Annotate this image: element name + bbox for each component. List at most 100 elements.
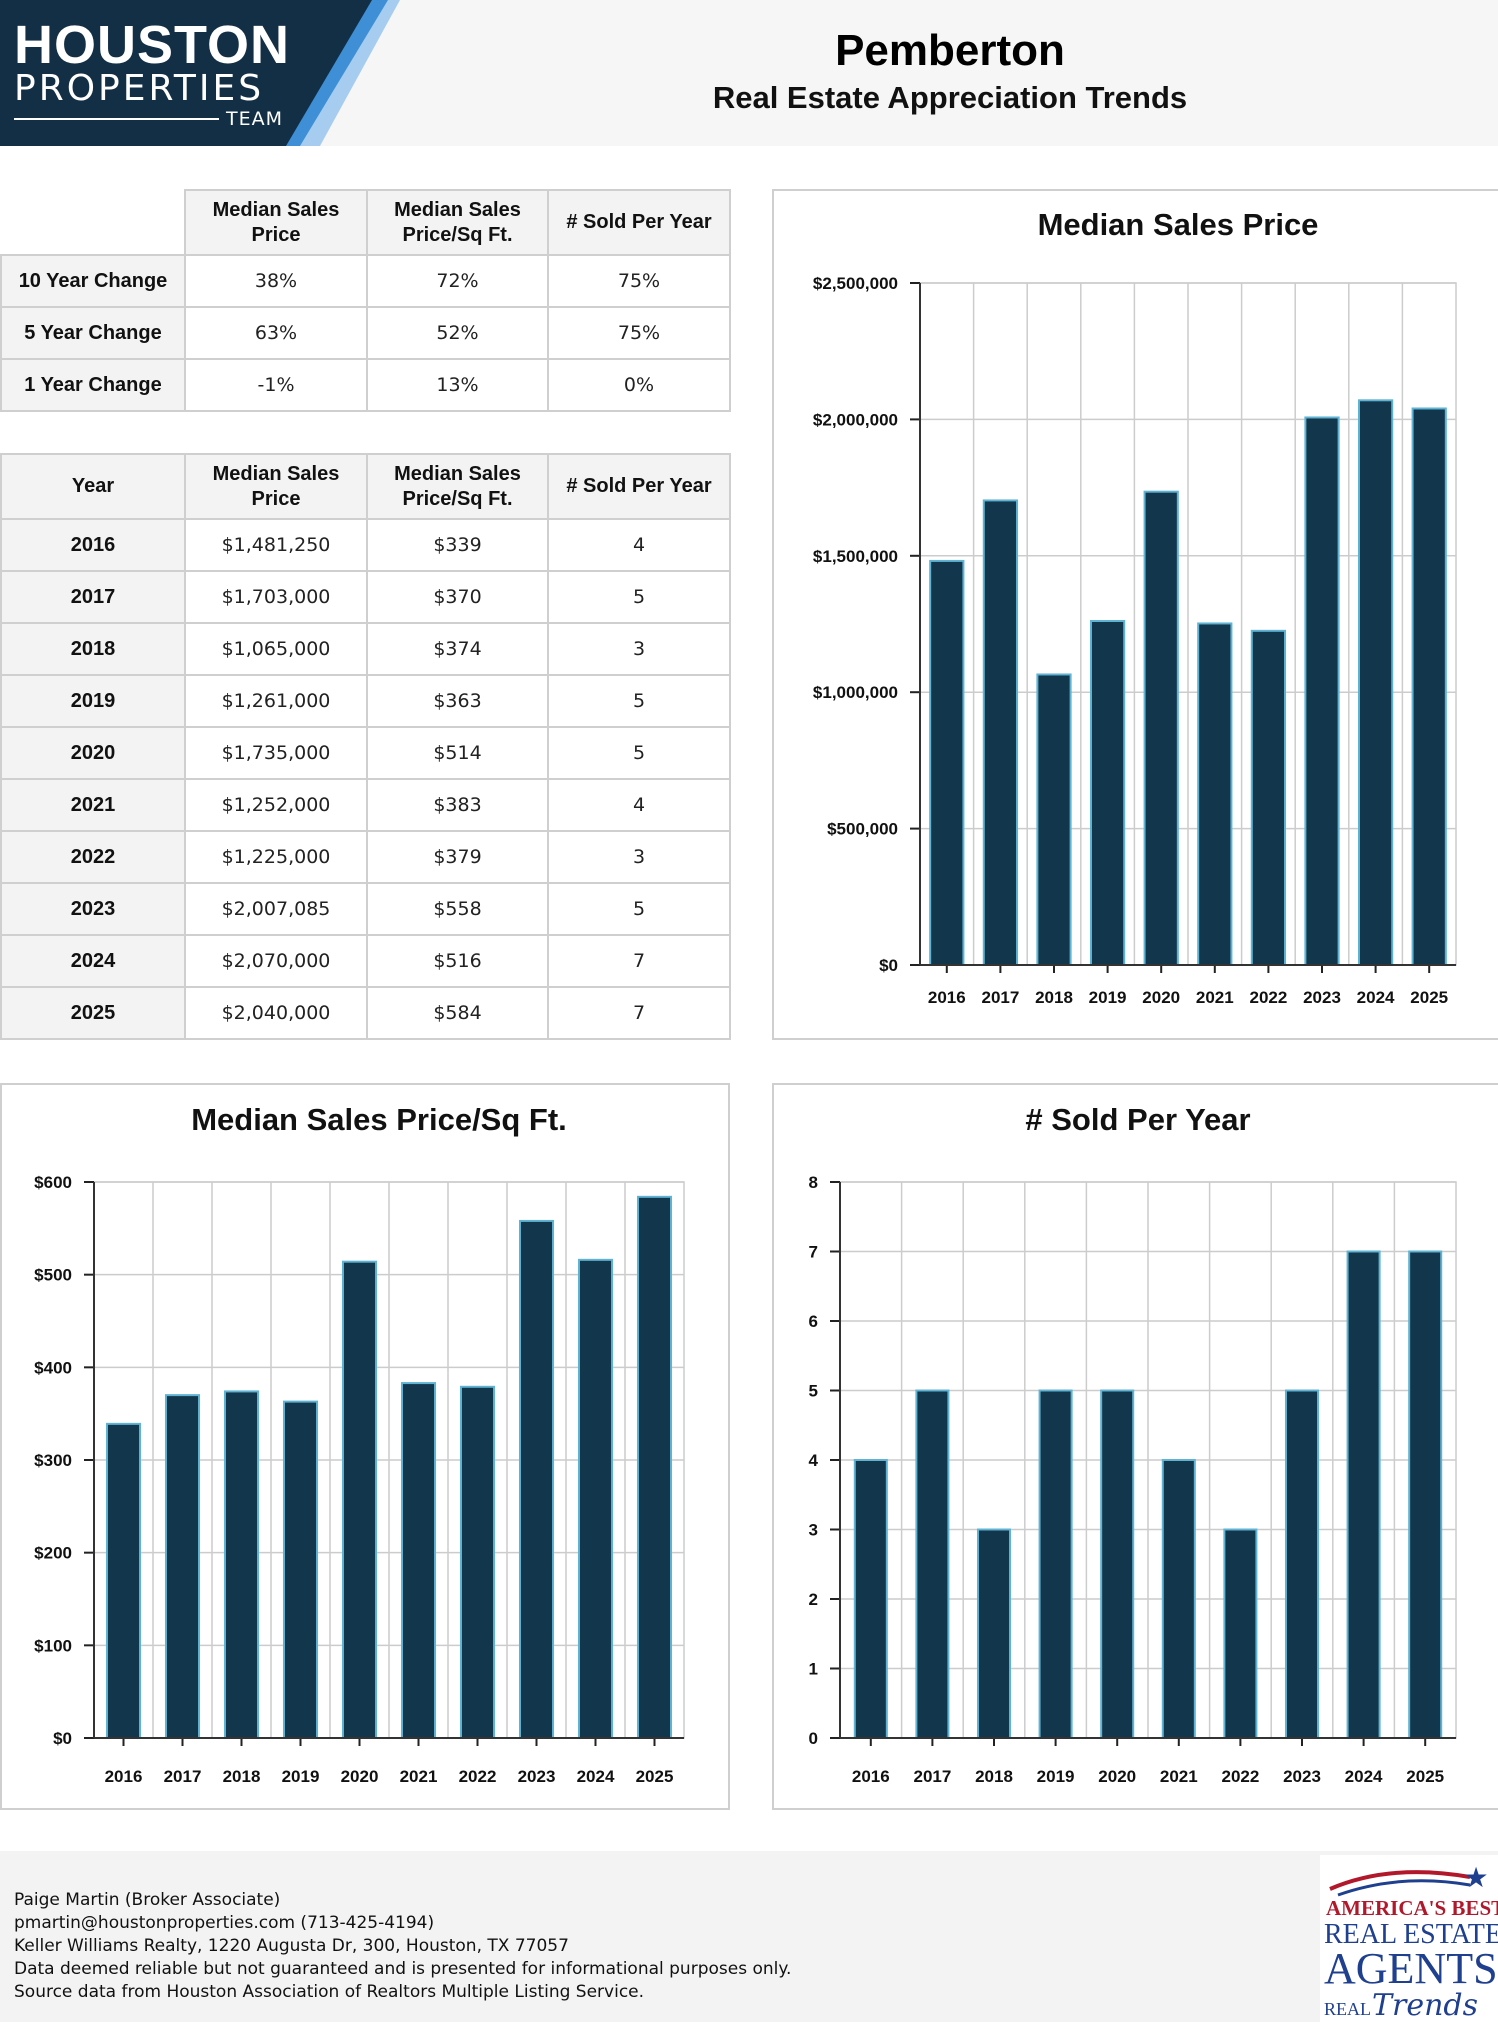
cell-year: 2017	[0, 570, 186, 624]
y-tick-label: $2,500,000	[813, 274, 898, 293]
header-median-price-sqft: Median Sales Price/Sq Ft.	[366, 189, 549, 256]
chart-title: # Sold Per Year	[1025, 1102, 1250, 1137]
bar-2017	[915, 1389, 950, 1739]
x-tick-label: 2019	[1089, 988, 1127, 1007]
cell-sold-per-year: 3	[547, 830, 731, 884]
cell-year: 2022	[0, 830, 186, 884]
x-tick-label: 2018	[223, 1767, 261, 1786]
cell-year: 2020	[0, 726, 186, 780]
year-table-body: 2016 $1,481,250 $339 4 2017 $1,703,000 $370 5 20…	[0, 518, 731, 1040]
cell-sold-per-year: 5	[547, 674, 731, 728]
x-tick-label: 2016	[105, 1767, 143, 1786]
americas-best-agents-badge: ★ AMERICA'S BEST REAL ESTATE AGENTS REAL…	[1320, 1855, 1498, 2022]
cell-sold-change: 75%	[547, 306, 731, 360]
header-median-price: Median Sales Price	[184, 189, 368, 256]
cell-sold-per-year: 5	[547, 882, 731, 936]
y-tick-label: 4	[809, 1451, 819, 1470]
bar-2025	[636, 1195, 673, 1740]
bar-2016	[853, 1459, 888, 1739]
y-tick-label: $300	[34, 1451, 72, 1470]
bar-2025	[1411, 407, 1447, 967]
cell-median-price: $1,252,000	[184, 778, 368, 832]
houston-properties-logo[interactable]: HOUSTON PROPERTIES TEAM	[0, 0, 400, 146]
cell-median-price-sqft: $370	[366, 570, 549, 624]
x-tick-label: 2023	[518, 1767, 556, 1786]
bar-2018	[976, 1528, 1012, 1739]
cell-median-price: $1,261,000	[184, 674, 368, 728]
x-tick-label: 2019	[282, 1767, 320, 1786]
y-tick-label: 1	[809, 1660, 818, 1679]
y-tick-label: 5	[809, 1382, 818, 1401]
badge-graphic: ★ AMERICA'S BEST REAL ESTATE AGENTS REAL…	[1324, 1861, 1498, 2022]
bar-2023	[1284, 1389, 1320, 1739]
bar-2019	[282, 1400, 319, 1739]
badge-line2: REAL ESTATE	[1324, 1919, 1498, 1950]
cell-year: 2016	[0, 518, 186, 572]
badge-line4: REAL	[1324, 1999, 1371, 2019]
cell-year: 2023	[0, 882, 186, 936]
badge-line5: Trends	[1372, 1988, 1478, 2022]
header-sold-per-year: # Sold Per Year	[547, 189, 731, 256]
table-row: 2017 $1,703,000 $370 5	[0, 570, 731, 624]
table-row: 2025 $2,040,000 $584 7	[0, 986, 731, 1040]
median-sales-price-svg: Median Sales Price $0 $500,000 $1,000,000 $1…	[813, 207, 1457, 1007]
x-tick-label: 2017	[981, 988, 1019, 1007]
y-tick-label: 3	[809, 1521, 818, 1540]
y-tick-label: 0	[809, 1729, 818, 1748]
x-tick-label: 2024	[577, 1767, 615, 1786]
bar-2025	[1408, 1250, 1443, 1739]
bar-2024	[1346, 1250, 1381, 1739]
cell-sqft-change: 52%	[366, 306, 549, 360]
median-price-sqft-chart: Median Sales Price/Sq Ft. $0 $100 $200 $300 $…	[0, 1083, 730, 1810]
sold-per-year-svg: # Sold Per Year 0 1 2 3 4 5 6 7 8 2016 2017 2018 2019…	[809, 1102, 1457, 1786]
table-row: 2024 $2,070,000 $516 7	[0, 934, 731, 988]
cell-median-price-sqft: $374	[366, 622, 549, 676]
cell-price-change: 63%	[184, 306, 368, 360]
agent-name: Paige Martin (Broker Associate)	[14, 1890, 281, 1910]
year-table: Year Median Sales Price Median Sales Pri…	[0, 453, 731, 1040]
bar-2022	[1223, 1528, 1258, 1739]
row-label: 1 Year Change	[0, 358, 186, 412]
x-tick-label: 2022	[459, 1767, 497, 1786]
x-tick-label: 2025	[1410, 988, 1448, 1007]
bar-2020	[1100, 1389, 1135, 1739]
table-row: 2019 $1,261,000 $363 5	[0, 674, 731, 728]
cell-median-price-sqft: $379	[366, 830, 549, 884]
bar-2023	[518, 1219, 555, 1740]
page-subtitle: Real Estate Appreciation Trends	[712, 80, 1188, 115]
y-tick-label: $1,000,000	[813, 683, 898, 702]
x-tick-label: 2018	[975, 1767, 1013, 1786]
agent-email-phone[interactable]: pmartin@houstonproperties.com (713-425-4…	[14, 1913, 435, 1933]
cell-median-price-sqft: $584	[366, 986, 549, 1040]
cell-sold-per-year: 4	[547, 518, 731, 572]
badge-line1: AMERICA'S BEST	[1326, 1896, 1498, 1920]
cell-sold-per-year: 5	[547, 726, 731, 780]
x-tick-label: 2021	[1196, 988, 1234, 1007]
cell-median-price-sqft: $514	[366, 726, 549, 780]
bar-2024	[577, 1258, 614, 1739]
page-title: Pemberton	[835, 26, 1065, 75]
x-tick-label: 2020	[1142, 988, 1180, 1007]
x-tick-label: 2016	[852, 1767, 890, 1786]
header-year: Year	[0, 453, 186, 520]
x-tick-label: 2020	[1098, 1767, 1136, 1786]
cell-median-price-sqft: $383	[366, 778, 549, 832]
bar-2017	[982, 499, 1019, 966]
row-label: 5 Year Change	[0, 306, 186, 360]
header-median-price-sqft: Median Sales Price/Sq Ft.	[366, 453, 549, 520]
bar-2020	[1143, 490, 1179, 966]
x-tick-label: 2021	[1160, 1767, 1198, 1786]
x-tick-label: 2023	[1283, 1767, 1321, 1786]
footer-contact: Paige Martin (Broker Associate) pmartin@…	[14, 1889, 791, 2004]
cell-sold-per-year: 4	[547, 778, 731, 832]
x-tick-label: 2021	[400, 1767, 438, 1786]
median-price-sqft-svg: Median Sales Price/Sq Ft. $0 $100 $200 $300 $…	[34, 1102, 685, 1786]
logo-divider	[14, 118, 219, 120]
table-row: 5 Year Change 63% 52% 75%	[0, 306, 731, 360]
cell-year: 2024	[0, 934, 186, 988]
cell-median-price: $1,065,000	[184, 622, 368, 676]
y-tick-label: $0	[53, 1729, 72, 1748]
x-tick-label: 2025	[1406, 1767, 1444, 1786]
cell-sold-per-year: 5	[547, 570, 731, 624]
cell-median-price: $1,703,000	[184, 570, 368, 624]
